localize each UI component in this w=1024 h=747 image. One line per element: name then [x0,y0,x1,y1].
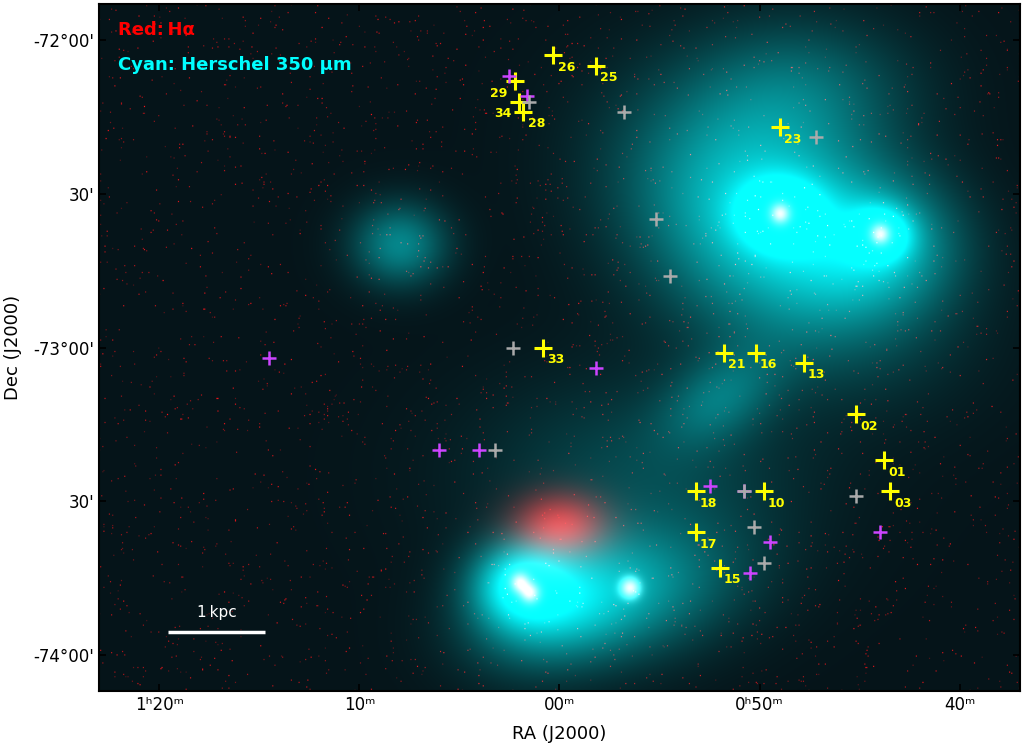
X-axis label: RA (J2000): RA (J2000) [512,725,606,743]
Text: 17: 17 [699,538,717,551]
Text: 02: 02 [860,420,878,433]
Text: 01: 01 [888,466,905,479]
Text: 26: 26 [558,61,575,74]
Text: 34: 34 [495,107,512,120]
Text: 15: 15 [724,574,741,586]
Text: 03: 03 [894,497,911,509]
Text: 21: 21 [728,359,745,371]
Text: 10: 10 [768,497,785,509]
Text: 29: 29 [490,87,508,99]
Text: 13: 13 [808,368,825,382]
Text: 16: 16 [760,359,777,371]
Text: 18: 18 [699,497,717,509]
Text: 25: 25 [600,71,617,84]
Text: 28: 28 [527,117,545,130]
Text: 1 kpc: 1 kpc [197,605,237,620]
Text: Cyan: Herschel 350 μm: Cyan: Herschel 350 μm [118,56,351,74]
Text: 23: 23 [783,133,801,146]
Text: 33: 33 [548,353,565,366]
Y-axis label: Dec (J2000): Dec (J2000) [4,295,23,400]
Text: Red: Hα: Red: Hα [118,22,195,40]
